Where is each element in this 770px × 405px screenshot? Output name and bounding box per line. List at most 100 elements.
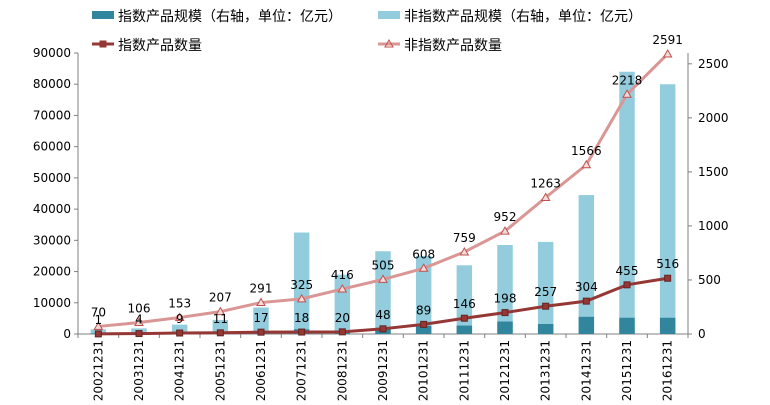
data-label-index-count: 304 [575,280,598,294]
bar-nonindex-size [415,255,432,334]
data-label-nonindex-count: 759 [453,231,476,245]
left-axis-tick-label: 10000 [33,296,71,310]
marker-index-count [338,328,346,336]
data-label-nonindex-count: 952 [494,210,517,224]
x-axis-tick-label: 20031231 [132,340,146,401]
data-label-nonindex-count: 153 [168,296,191,310]
marker-nonindex-count [256,297,266,307]
marker-nonindex-count [581,159,592,169]
x-axis-tick-label: 20141231 [579,340,593,401]
data-label-index-count: 198 [494,292,517,306]
data-label-index-count: 257 [534,285,557,299]
data-label-nonindex-count: 70 [91,305,106,319]
marker-index-count [460,314,468,322]
data-label-index-count: 146 [453,297,476,311]
marker-index-count [664,274,672,282]
marker-index-count [257,328,265,336]
left-axis-tick-label: 40000 [33,202,71,216]
x-axis-tick-label: 20061231 [254,340,268,401]
marker-nonindex-count [296,293,307,303]
legend-swatch-index-size [92,11,114,19]
bar-nonindex-size [334,274,351,334]
marker-nonindex-count [134,317,144,327]
data-label-index-count: 17 [253,311,268,325]
x-axis-tick-label: 20081231 [335,340,349,401]
marker-nonindex-count [662,48,673,58]
bar-index-size [619,317,635,334]
data-label-index-count: 516 [656,257,679,271]
marker-index-count [94,330,102,338]
data-label-index-count: 48 [375,308,390,322]
marker-index-count [501,309,509,317]
marker-index-count [542,302,550,310]
x-axis-tick-label: 20071231 [295,340,309,401]
data-label-nonindex-count: 207 [209,291,232,305]
bar-index-size [497,321,513,334]
marker-nonindex-count [418,263,429,272]
marker-index-count [623,281,631,289]
legend-label-nonindex-size: 非指数产品规模（右轴，单位：亿元） [404,9,642,25]
marker-nonindex-count [174,312,185,321]
data-label-nonindex-count: 608 [412,247,435,261]
x-axis-tick-label: 20051231 [213,340,227,401]
data-label-nonindex-count: 2591 [652,33,683,47]
bar-nonindex-size [171,324,188,334]
data-label-nonindex-count: 1566 [571,144,602,158]
data-label-index-count: 89 [416,303,431,317]
data-labels-layer: 70 106 153 207 291 325 416 505 608 759 952 1263 1566… [91,33,683,327]
data-label-nonindex-count: 1263 [530,176,561,190]
data-label-nonindex-count: 2218 [612,73,643,87]
bar-nonindex-size [212,319,229,334]
bar-nonindex-size [497,245,513,334]
right-axis-tick-label: 1500 [698,165,729,179]
marker-nonindex-count [378,274,388,283]
marker-index-count [135,330,143,338]
x-axis-tick-label: 20161231 [661,340,675,401]
marker-index-count [582,297,590,305]
legend-marker-index-count [99,40,107,48]
marker-nonindex-count [500,226,510,235]
data-label-nonindex-count: 325 [290,278,313,292]
left-axis-tick-label: 90000 [33,46,71,60]
legend-marker-nonindex-count [384,38,394,48]
marker-nonindex-count [459,246,470,256]
x-axis-tick-label: 20131231 [539,340,553,401]
data-label-index-count: 4 [135,313,143,327]
x-axis-tick-label: 20151231 [620,340,634,401]
marker-nonindex-count [337,284,348,293]
x-axis-tick-label: 20121231 [498,340,512,401]
legend-label-nonindex-count: 非指数产品数量 [404,38,502,54]
legend-swatch-nonindex-size [378,11,400,19]
bars-layer [90,71,676,334]
data-label-nonindex-count: 505 [372,258,395,272]
left-axis-tick-label: 0 [63,327,71,341]
data-label-nonindex-count: 416 [331,268,354,282]
marker-nonindex-count [93,321,104,330]
bar-index-size [456,325,473,334]
bar-index-size [578,316,595,334]
bar-nonindex-size [659,84,676,334]
marker-nonindex-count [622,89,632,98]
bar-nonindex-size [619,71,635,334]
data-label-index-count: 20 [335,311,350,325]
bar-index-size [415,325,432,334]
left-axis-tick-label: 80000 [33,77,71,91]
marker-index-count [176,329,184,337]
x-axis-tick-label: 20021231 [91,340,105,401]
bar-nonindex-size [578,195,595,334]
left-axis-tick-label: 70000 [33,108,71,122]
legend-label-index-size: 指数产品规模（右轴，单位：亿元） [118,9,342,25]
right-axis-tick-label: 0 [698,327,706,341]
legend: 指数产品规模（右轴，单位：亿元） 非指数产品规模（右轴，单位：亿元） 指数产品数… [92,9,642,54]
right-axis-tick-label: 1000 [698,219,729,233]
bar-nonindex-size [537,241,554,334]
data-label-nonindex-count: 106 [128,302,151,316]
x-axis-tick-label: 20101231 [417,340,431,401]
lines-layer [93,48,673,338]
data-label-nonindex-count: 291 [250,282,273,296]
marker-index-count [216,329,224,337]
left-axis-tick-label: 20000 [33,265,71,279]
marker-nonindex-count [540,192,551,201]
bar-index-size [537,324,554,334]
